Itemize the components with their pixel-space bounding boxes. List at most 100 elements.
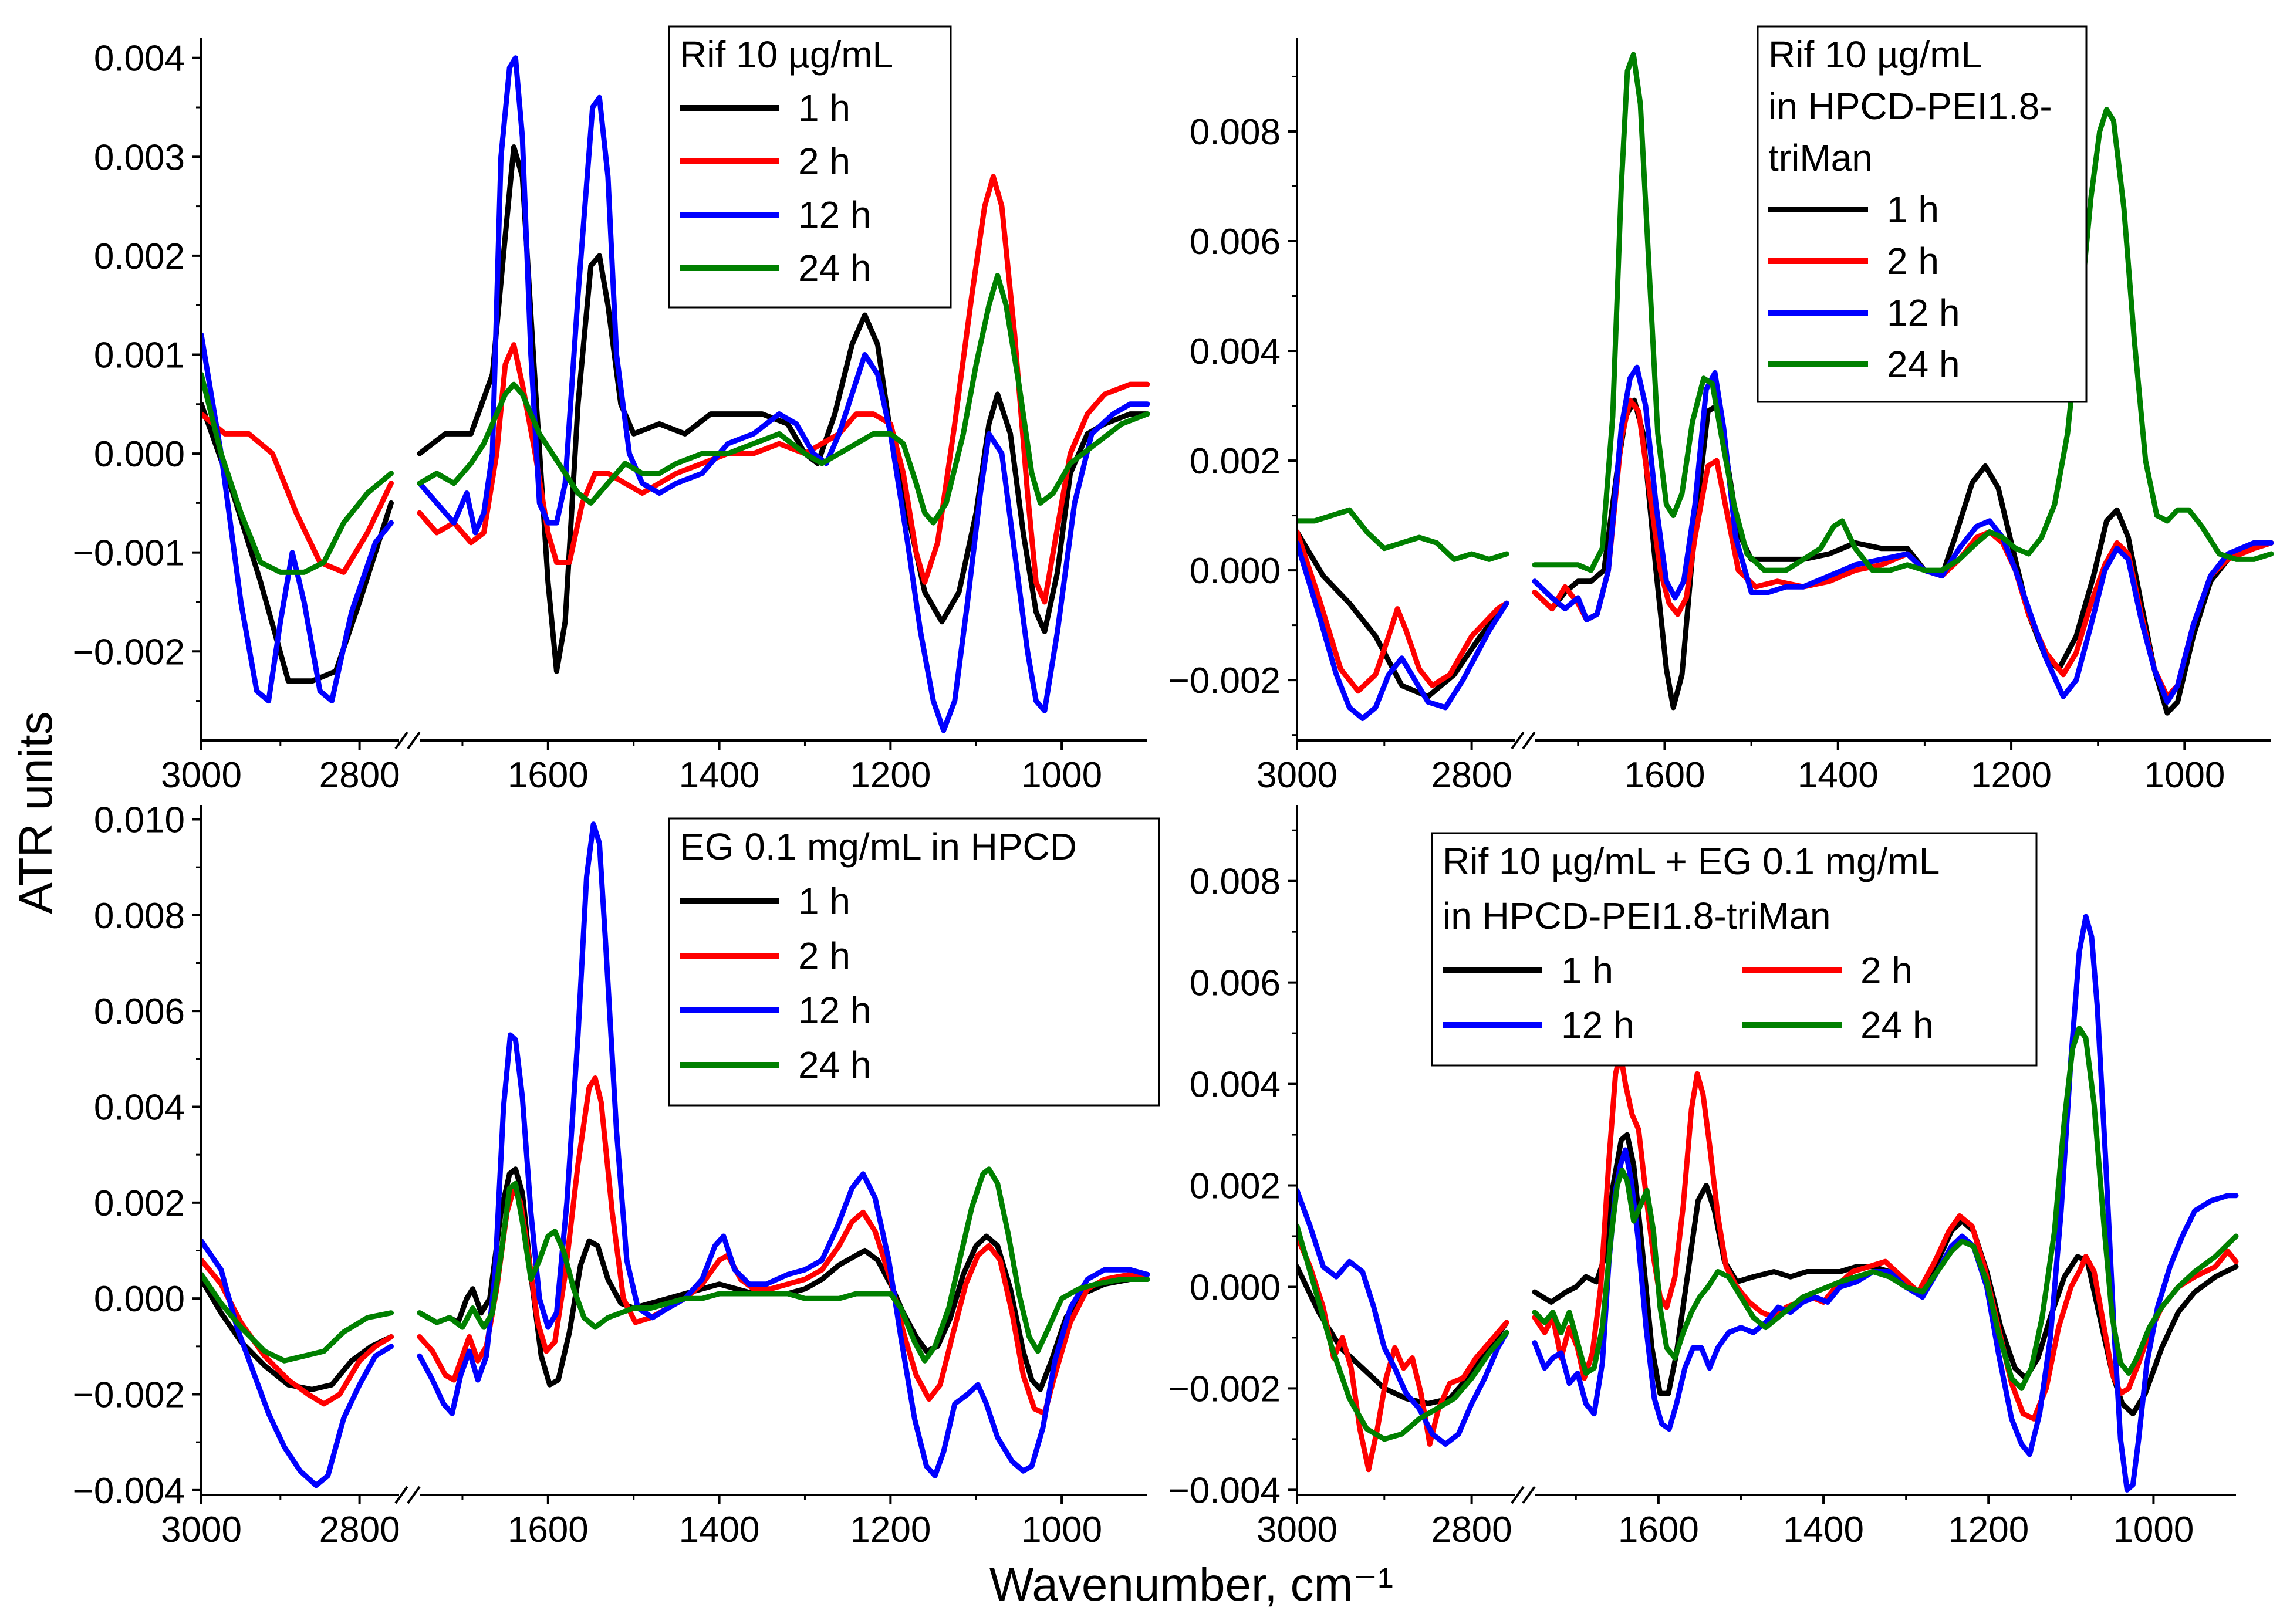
legend: Rif 10 µg/mL in HPCD-PEI1.8- triMan 1 h 2 h 1… [1757,25,2088,403]
x-tick-label: 1400 [1783,1510,1864,1550]
x-tick-label: 2800 [1431,1510,1512,1550]
series-12h-line-left [1297,540,1509,722]
legend-title: EG 0.1 mg/mL in HPCD [680,825,1077,868]
axis-break-mark [1522,731,1536,750]
series-1h-line-right [1532,1132,2239,1417]
x-tick-label: 1400 [679,1510,760,1550]
y-tick-label: 0.004 [94,39,185,79]
y-tick-label: −0.004 [73,1471,185,1511]
x-tick-label: 3000 [161,1510,242,1550]
legend-title: in HPCD-PEI1.8-triMan [1443,895,1831,937]
legend-box [668,817,1160,1107]
legend-entry-label: 12 h [1887,292,1960,334]
series-12h-line-right [1532,914,2239,1493]
axis-break-mark [1522,1486,1536,1504]
legend: Rif 10 µg/mL + EG 0.1 mg/mL in HPCD-PEI1.… [1431,832,2038,1067]
x-tick-label: 1400 [1798,755,1879,796]
axis-break-mark [1511,731,1525,750]
y-tick-label: −0.002 [73,1375,185,1416]
x-tick-label: 3000 [1257,1510,1337,1550]
x-tick-label: 3000 [161,755,242,796]
x-tick-label: 1600 [508,1510,589,1550]
x-tick-label: 1600 [1624,755,1705,796]
series-12h-line-left [201,1238,394,1488]
chart-panel-1: −0.002 −0.001 0.000 0.001 0.002 0.003 0.004 300… [73,25,1150,796]
axis-break-mark [407,1486,421,1504]
legend-entry-label: 24 h [798,247,872,289]
series-12h-line-right [417,55,1150,733]
x-tick-label: 1200 [850,755,931,796]
x-axis-label: Wavenumber, cm⁻¹ [989,1558,1393,1611]
y-tick-label: 0.008 [94,896,185,936]
series-12h-line-right [1532,364,2274,705]
series-2h-line-left [1297,1233,1509,1473]
legend-entry-label: 24 h [798,1044,872,1086]
y-tick-label: 0.002 [1190,441,1281,482]
series-2h-line-left [1297,529,1509,694]
y-tick-label: 0.006 [1190,963,1281,1004]
y-tick-label: −0.002 [73,632,185,672]
x-tick-label: 1200 [1971,755,2052,796]
legend-entry-label: 2 h [798,140,850,182]
legend-entry-label: 2 h [1887,240,1939,282]
legend-entry-label: 1 h [798,880,850,922]
series-24h-line-left [1297,1223,1509,1442]
legend-title: triMan [1768,137,1873,179]
legend-title: in HPCD-PEI1.8- [1768,85,2052,127]
y-tick-label: 0.006 [94,992,185,1032]
series-group [1297,52,2274,722]
legend-entry-label: 24 h [1860,1004,1934,1046]
series-24h-line-right [417,1166,1150,1364]
legend-title: Rif 10 µg/mL + EG 0.1 mg/mL [1443,840,1940,882]
legend-entry-label: 1 h [1561,949,1613,992]
legend-entry-label: 1 h [1887,188,1939,231]
x-tick-label: 1600 [1618,1510,1699,1550]
y-tick-label: 0.002 [94,1183,185,1224]
x-tick-label: 2800 [319,1510,400,1550]
chart-panel-3: −0.004 −0.002 0.000 0.002 0.004 0.006 0.008 0.0… [73,800,1160,1550]
y-tick-label: 0.002 [1190,1166,1281,1207]
axis-break-mark [394,731,408,750]
x-tick-label: 2800 [319,755,400,796]
series-12h-line-left [1297,1187,1509,1447]
series-24h-line-left [1297,507,1509,562]
series-2h-line-right [417,1075,1150,1416]
y-tick-label: 0.008 [1190,862,1281,902]
series-group [1297,914,2239,1493]
legend-box [668,25,952,309]
x-tick-label: 1600 [508,755,589,796]
y-axis-label: ATR units [9,711,62,914]
series-24h-line-right [1532,1026,2239,1391]
y-tick-label: 0.002 [94,236,185,277]
legend: Rif 10 µg/mL 1 h 2 h 12 h 24 h [668,25,952,309]
axis-break-mark [407,731,421,750]
x-tick-label: 1000 [2113,1510,2194,1550]
series-12h-line-left [201,332,394,704]
y-tick-label: 0.000 [1190,551,1281,591]
x-tick-label: 1000 [1021,1510,1102,1550]
series-12h-line-right [417,821,1150,1478]
x-tick-label: 1200 [1948,1510,2029,1550]
chart-panel-2: −0.002 0.000 0.002 0.004 0.006 0.008 3000 2800 1… [1168,25,2274,796]
series-group [201,821,1150,1488]
legend-title: Rif 10 µg/mL [1768,33,1982,76]
series-24h-line-left [201,1271,394,1364]
axis-break-mark [1511,1486,1525,1504]
y-tick-label: 0.006 [1190,222,1281,262]
legend-entry-label: 1 h [798,87,850,129]
y-tick-label: 0.004 [94,1088,185,1128]
series-24h-line-right [1532,52,2274,573]
series-24h-line-left [201,371,394,575]
y-tick-label: 0.000 [1190,1267,1281,1308]
legend-entry-label: 2 h [798,935,850,977]
chart-panels: −0.002 −0.001 0.000 0.001 0.002 0.003 0.004 300… [73,25,2274,1550]
series-24h-line-right [417,273,1150,526]
y-tick-label: 0.000 [94,1279,185,1320]
x-tick-label: 2800 [1431,755,1512,796]
legend-entry-label: 12 h [798,194,872,236]
series-group [201,55,1150,733]
series-1h-line-left [1297,529,1509,699]
x-tick-label: 1200 [850,1510,931,1550]
x-tick-label: 1000 [1021,755,1102,796]
